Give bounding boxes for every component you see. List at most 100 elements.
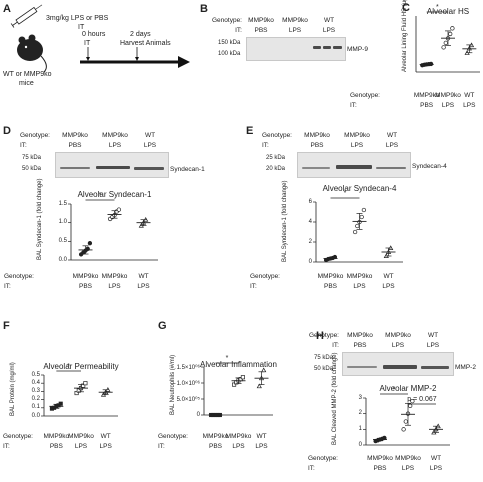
chart-f-point	[105, 387, 111, 392]
chart-d-significance-label: *	[98, 192, 102, 199]
panel-e-treatment-3: LPS	[385, 142, 399, 149]
chart-d-point	[107, 216, 113, 222]
chart-f-category-label: MMP9ko	[43, 433, 70, 440]
panel-h-letter: H	[316, 330, 324, 342]
chart-f-point	[56, 403, 61, 408]
chart-c-point	[445, 36, 451, 41]
chart-g-category-label: LPS	[232, 443, 245, 450]
chart-e-point	[355, 223, 360, 229]
chart-g-point	[256, 383, 262, 389]
panel-h-genotype-1: MMP9ko	[347, 332, 373, 339]
chart-g-ytick-label: 1.5×10⁰⁶	[176, 364, 200, 371]
chart-e-point	[332, 254, 338, 260]
chart-f-point	[54, 404, 59, 409]
chart-g-ytick-label: 0	[196, 411, 200, 418]
chart-e-ytick-label: 6	[308, 198, 312, 205]
chart-h-point	[401, 427, 406, 432]
chart-f-ylabel: BAL Protein (mg/ml)	[10, 362, 16, 416]
chart-g-point	[258, 375, 265, 381]
chart-e-category-label: MMP9ko	[346, 273, 373, 280]
chart-g-category-label: MMP9ko	[225, 433, 252, 440]
panel-e-genotype-label: Genotype:	[262, 132, 292, 139]
chart-h-point	[433, 426, 439, 432]
chart-c-category-label: MMP9ko	[413, 92, 440, 99]
dose-route-text: IT	[78, 24, 85, 31]
chart-f-point	[100, 391, 107, 397]
chart-g-point	[213, 412, 218, 418]
panel-d-genotype-2: MMP9ko	[102, 132, 128, 139]
chart-e-point	[357, 219, 362, 225]
panel-h-marker-50: 50 kDa	[314, 366, 334, 372]
chart-c-point	[422, 62, 427, 67]
chart-h-point	[382, 435, 387, 441]
chart-h-category-label: LPS	[401, 465, 415, 472]
panel-d-genotype-1: MMP9ko	[62, 132, 88, 139]
chart-c-point	[424, 62, 429, 67]
panel-b-protein: MMP-9	[347, 46, 368, 53]
chart-d-point	[116, 207, 122, 212]
chart-h-category-label: MMP9ko	[395, 455, 421, 462]
chart-h-point	[435, 423, 441, 429]
chart-e-point	[383, 253, 389, 258]
chart-e-category-label: PBS	[323, 283, 337, 290]
timepoint-0-route: IT	[84, 40, 91, 47]
chart-d-point	[83, 248, 88, 253]
chart-g-point	[217, 412, 222, 418]
panel-d-it-label: IT:	[20, 142, 27, 149]
chart-f-point	[83, 381, 88, 386]
panel-b-blot	[246, 37, 346, 61]
panel-b-treatment-3: LPS	[322, 27, 336, 34]
chart-g-category-label: MMP9ko	[202, 433, 229, 440]
chart-d-point	[81, 250, 86, 255]
chart-e-point	[361, 207, 367, 213]
chart-f-ytick-label: 0.2	[31, 396, 40, 403]
panel-h-marker-75: 75 kDa	[314, 355, 334, 361]
chart-h-ytick-label: 3	[358, 394, 362, 401]
timepoint-1-label: 2 days	[130, 31, 151, 38]
chart-c-category-label: LPS	[441, 102, 455, 109]
chart-h-category-label: WT	[430, 455, 442, 462]
panel-e-protein: Syndecan-4	[412, 163, 447, 170]
mouse-icon	[17, 34, 47, 73]
chart-e-row-label: Genotype:	[250, 273, 280, 280]
chart-f-point	[76, 388, 81, 393]
chart-h-category-label: LPS	[429, 465, 443, 472]
chart-g-category-label: PBS	[208, 443, 222, 450]
chart-f-point	[103, 389, 109, 395]
panel-h-genotype-2: MMP9ko	[385, 332, 411, 339]
chart-f-category-label: LPS	[99, 443, 112, 450]
chart-d-point	[78, 252, 84, 257]
chart-d-category-label: MMP9ko	[101, 273, 128, 280]
chart-g-point	[234, 380, 239, 385]
panel-e-blot	[297, 152, 411, 178]
chart-d-point	[114, 209, 119, 214]
chart-c-title: Alveolar HS	[426, 7, 470, 16]
panel-d-treatment-3: LPS	[143, 142, 157, 149]
panel-d-letter: D	[3, 125, 11, 137]
panel-h-treatment-1: PBS	[353, 342, 367, 349]
panel-e-genotype-3: WT	[386, 132, 398, 139]
chart-f-ytick-label: 0.4	[31, 379, 40, 386]
chart-d-ylabel: BAL Syndecan-1 (fold change)	[37, 178, 43, 261]
chart-d-point	[87, 241, 93, 246]
panel-e-genotype-2: MMP9ko	[344, 132, 370, 139]
panel-e-marker-25: 25 kDa	[266, 155, 286, 161]
panel-h-protein: MMP-2	[455, 364, 476, 371]
chart-c-ylabel: Alveolar Lining Fluid HS (μg/ml)	[402, 0, 408, 72]
chart-d-ytick-label: 1.5	[58, 200, 67, 207]
panel-h-genotype-label: Genotype:	[309, 332, 339, 339]
chart-f-ytick-label: 0.1	[31, 404, 40, 411]
panel-a-schematic	[10, 4, 190, 73]
chart-h-ytick-label: 2	[358, 410, 362, 417]
chart-d-row-label: Genotype:	[4, 273, 34, 280]
chart-g-ylabel: BAL Neutrophils (#/ml)	[170, 354, 176, 415]
panel-e-marker-20: 20 kDa	[266, 166, 286, 172]
chart-d-point	[110, 214, 115, 220]
chart-f-point	[78, 386, 84, 391]
chart-c-point	[448, 31, 453, 37]
panel-d-genotype-label: Genotype:	[20, 132, 50, 139]
chart-d-point	[143, 216, 149, 222]
panel-a-letter: A	[3, 3, 11, 15]
chart-e-point	[328, 256, 333, 261]
chart-e-category-label: LPS	[382, 283, 395, 290]
